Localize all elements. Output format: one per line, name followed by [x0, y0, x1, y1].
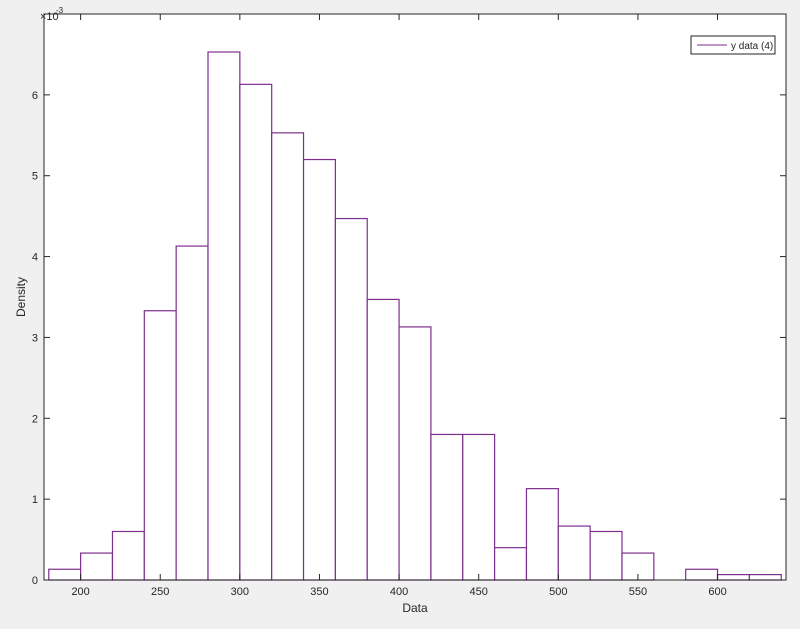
y-tick-label: 5	[32, 171, 38, 183]
legend: y data (4)	[690, 35, 776, 55]
y-exponent-power: -3	[56, 6, 64, 15]
histogram-bar	[334, 217, 368, 581]
histogram-bar	[207, 51, 241, 581]
histogram-bar	[80, 552, 114, 581]
histogram-bar	[430, 433, 464, 581]
x-tick-label: 400	[390, 586, 408, 598]
histogram-bar	[175, 245, 209, 581]
x-axis-label: Data	[402, 601, 428, 615]
histogram-bar	[589, 530, 623, 581]
y-tick-label: 0	[32, 575, 38, 587]
y-tick-label: 1	[32, 494, 38, 506]
histogram-bar	[685, 568, 719, 581]
y-tick-label: 4	[32, 252, 38, 264]
y-exponent-base: ×10	[40, 11, 59, 23]
axes-box	[43, 13, 787, 581]
bars-layer	[48, 51, 782, 581]
y-tick-label: 3	[32, 332, 38, 344]
histogram-bar	[557, 525, 591, 581]
histogram-bar	[494, 547, 528, 581]
x-tick-label: 200	[71, 586, 89, 598]
legend-label: y data (4)	[731, 41, 773, 52]
x-tick-label: 350	[310, 586, 328, 598]
x-tick-label: 600	[708, 586, 726, 598]
histogram-bar	[111, 530, 145, 581]
legend-box	[690, 35, 776, 55]
histogram-bar	[748, 574, 782, 581]
histogram-bar	[239, 83, 273, 581]
y-axis-label: Density	[14, 277, 28, 317]
histogram-bar	[302, 158, 336, 581]
histogram-bar	[271, 132, 305, 581]
histogram-bar	[143, 310, 177, 581]
histogram-bar	[716, 574, 750, 581]
y-tick-label: 2	[32, 413, 38, 425]
x-tick-label: 250	[151, 586, 169, 598]
axes-layer	[43, 13, 787, 581]
x-tick-label: 500	[549, 586, 567, 598]
histogram-bar	[525, 488, 559, 581]
histogram-bar	[398, 326, 432, 581]
y-tick-label: 6	[32, 90, 38, 102]
histogram-bar	[48, 568, 82, 581]
x-tick-label: 300	[231, 586, 249, 598]
x-tick-label: 450	[470, 586, 488, 598]
histogram-bar	[462, 433, 496, 581]
x-tick-label: 550	[629, 586, 647, 598]
histogram-bar	[366, 298, 400, 581]
ticks-layer: 200 250 300 350 400 450 500 550 600 0 1 2 3 4 5 6	[32, 14, 786, 598]
